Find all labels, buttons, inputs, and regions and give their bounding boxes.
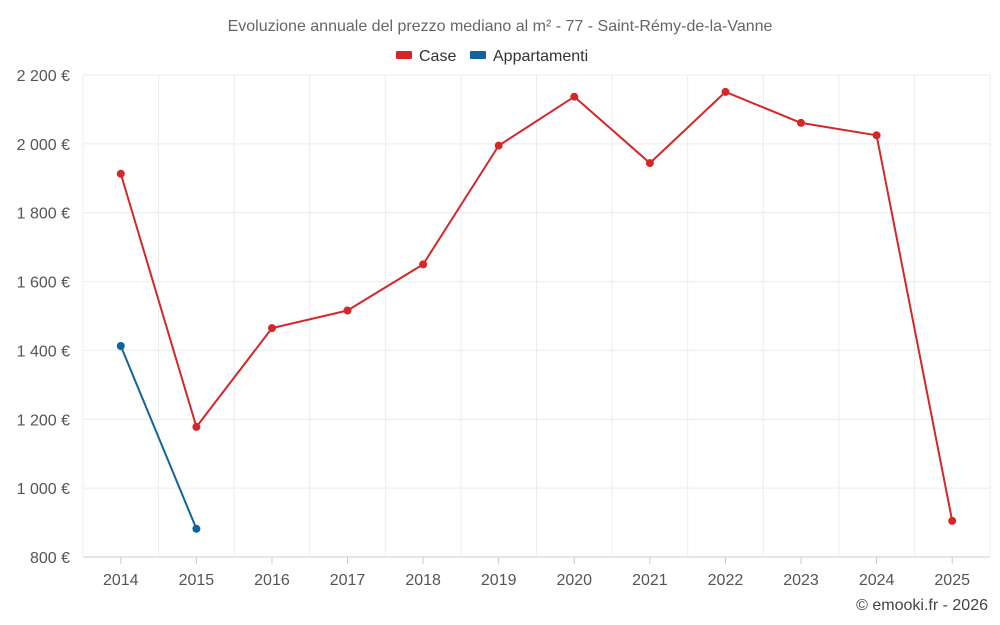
y-tick-label: 2 200 € [17, 68, 70, 85]
legend-item-case[interactable]: Case [396, 48, 456, 65]
x-tick-label: 2022 [708, 572, 744, 589]
series-line-case [119, 90, 954, 522]
x-tick-label: 2014 [103, 572, 139, 589]
y-tick-label: 1 200 € [17, 412, 70, 429]
series [116, 87, 957, 533]
chart-title: Evoluzione annuale del prezzo mediano al… [228, 18, 773, 35]
data-point-case-2018[interactable] [419, 260, 428, 269]
data-point-case-2022[interactable] [721, 87, 730, 96]
legend-swatch-appartamenti [470, 51, 486, 59]
x-tick-label: 2017 [330, 572, 366, 589]
y-tick-label: 1 000 € [17, 481, 70, 498]
x-tick-label: 2019 [481, 572, 517, 589]
data-point-case-2020[interactable] [570, 92, 579, 101]
x-tick-label: 2015 [179, 572, 215, 589]
data-point-case-2021[interactable] [645, 159, 654, 168]
y-tick-label: 1 600 € [17, 275, 70, 292]
x-tick-label: 2016 [254, 572, 290, 589]
x-axis: 2014 2015 2016 2017 2018 2019 2020 2021 2022 2023… [103, 557, 970, 589]
x-tick-label: 2024 [859, 572, 895, 589]
credit-text: © emooki.fr - 2026 [856, 597, 988, 614]
grid [82, 74, 991, 558]
series-line-appartamenti [119, 345, 198, 530]
legend-label-case: Case [419, 48, 456, 65]
x-tick-label: 2020 [556, 572, 592, 589]
data-point-case-2023[interactable] [797, 118, 805, 127]
data-point-case-2025[interactable] [948, 516, 957, 525]
y-tick-label: 2 000 € [17, 137, 70, 154]
data-point-case-2016[interactable] [268, 324, 276, 333]
legend-swatch-case [396, 51, 412, 59]
data-point-case-2014[interactable] [116, 169, 125, 178]
y-tick-label: 1 800 € [17, 206, 70, 223]
data-point-case-2019[interactable] [494, 141, 503, 150]
x-tick-label: 2023 [783, 572, 819, 589]
y-tick-label: 1 400 € [17, 343, 70, 360]
y-axis: 800 € 1 000 € 1 200 € 1 400 € 1 600 € 1 800 €… [17, 68, 70, 567]
x-tick-label: 2025 [934, 572, 970, 589]
data-point-appartamenti-2014[interactable] [116, 342, 125, 350]
data-point-appartamenti-2015[interactable] [192, 524, 201, 533]
y-tick-label: 800 € [30, 550, 70, 567]
data-point-case-2017[interactable] [343, 306, 352, 315]
data-point-case-2015[interactable] [192, 422, 201, 431]
legend-label-appartamenti: Appartamenti [493, 48, 588, 65]
legend: Case Appartamenti [396, 48, 588, 65]
x-tick-label: 2018 [405, 572, 441, 589]
legend-item-appartamenti[interactable]: Appartamenti [470, 48, 588, 65]
data-point-case-2024[interactable] [872, 131, 881, 140]
x-tick-label: 2021 [632, 572, 668, 589]
